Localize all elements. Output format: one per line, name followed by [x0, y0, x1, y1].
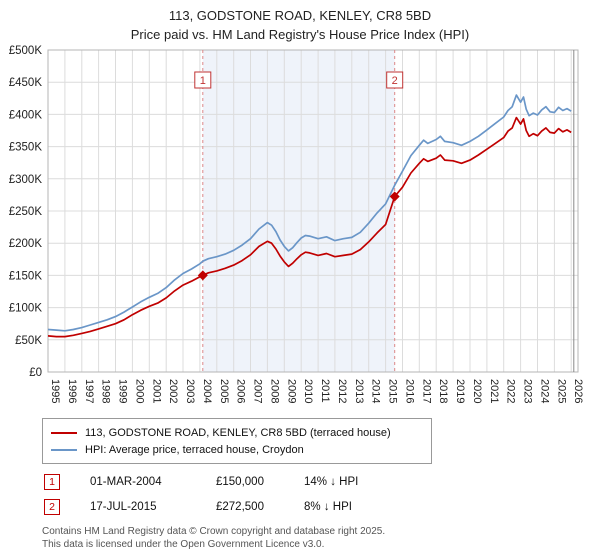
svg-text:2016: 2016 — [404, 379, 416, 403]
sale-2-hpi-diff: 8% ↓ HPI — [304, 501, 352, 513]
price-chart: £0 £50K £100K £150K £200K £250K £300K £350K £400… — [9, 45, 584, 403]
sale-1-number-badge: 1 — [44, 474, 60, 490]
y-axis-labels: £0 £50K £100K £150K £200K £250K £300K £350K £400… — [9, 45, 43, 379]
footer-line2: This data is licensed under the Open Gov… — [42, 539, 325, 550]
svg-text:2022: 2022 — [505, 379, 517, 403]
sale-2-number-badge: 2 — [44, 499, 60, 515]
svg-text:2025: 2025 — [555, 379, 567, 403]
svg-text:2004: 2004 — [201, 379, 213, 403]
x-axis-labels: 1995 1996 1997 1998 1999 2000 2001 2002 2003 2004… — [49, 379, 584, 403]
svg-text:2012: 2012 — [336, 379, 348, 403]
footer-line1: Contains HM Land Registry data © Crown c… — [42, 526, 386, 537]
svg-text:1998: 1998 — [100, 379, 112, 403]
sale-2-flag: 2 — [386, 71, 404, 89]
sale-2-marker — [389, 191, 400, 202]
svg-text:2019: 2019 — [454, 379, 466, 403]
svg-text:2006: 2006 — [235, 379, 247, 403]
sale-1-price: £150,000 — [216, 476, 264, 488]
sale-row-1: 1 01-MAR-2004 £150,000 14% ↓ HPI — [44, 474, 600, 490]
svg-text:2026: 2026 — [572, 379, 584, 403]
svg-text:2017: 2017 — [420, 379, 432, 403]
sale-1-marker — [197, 270, 208, 281]
legend-item-hpi: HPI: Average price, terraced house, Croy… — [51, 441, 423, 458]
svg-text:1996: 1996 — [66, 379, 78, 403]
svg-text:2011: 2011 — [319, 379, 331, 403]
svg-text:2018: 2018 — [437, 379, 449, 403]
legend-label-hpi: HPI: Average price, terraced house, Croy… — [85, 443, 304, 456]
svg-text:£450K: £450K — [9, 77, 43, 89]
svg-text:£50K: £50K — [15, 335, 42, 347]
svg-text:2020: 2020 — [471, 379, 483, 403]
svg-text:1999: 1999 — [117, 379, 129, 403]
svg-text:2008: 2008 — [268, 379, 280, 403]
svg-text:£500K: £500K — [9, 45, 43, 57]
svg-text:2014: 2014 — [370, 379, 382, 403]
legend-item-property: 113, GODSTONE ROAD, KENLEY, CR8 5BD (ter… — [51, 424, 423, 441]
svg-text:2007: 2007 — [252, 379, 264, 403]
property-price-line — [47, 116, 572, 338]
chart-title: 113, GODSTONE ROAD, KENLEY, CR8 5BD — [168, 8, 432, 23]
svg-text:£250K: £250K — [9, 206, 43, 218]
property-line-swatch — [51, 431, 77, 434]
svg-text:£400K: £400K — [9, 109, 43, 121]
chart-subtitle: Price paid vs. HM Land Registry's House … — [130, 27, 470, 42]
svg-text:2010: 2010 — [302, 379, 314, 403]
sale-2-price: £272,500 — [216, 501, 264, 513]
hpi-line — [47, 94, 572, 332]
legend: 113, GODSTONE ROAD, KENLEY, CR8 5BD (ter… — [42, 418, 432, 464]
svg-text:2024: 2024 — [539, 379, 551, 403]
svg-text:2000: 2000 — [133, 379, 145, 403]
sale-1-hpi-diff: 14% ↓ HPI — [304, 476, 359, 488]
svg-text:2015: 2015 — [387, 379, 399, 403]
svg-text:£100K: £100K — [9, 303, 43, 315]
plot-border — [47, 49, 579, 373]
footer: Contains HM Land Registry data © Crown c… — [42, 525, 600, 551]
svg-text:2021: 2021 — [488, 379, 500, 403]
sale-1-date: 01-MAR-2004 — [90, 476, 162, 488]
svg-text:2005: 2005 — [218, 379, 230, 403]
sale-row-2: 2 17-JUL-2015 £272,500 8% ↓ HPI — [44, 499, 600, 515]
sale-1-flag: 1 — [194, 71, 212, 89]
sale-2-date: 17-JUL-2015 — [90, 501, 157, 513]
svg-text:£350K: £350K — [9, 142, 43, 154]
svg-text:£200K: £200K — [9, 238, 43, 250]
svg-text:£150K: £150K — [9, 270, 43, 282]
svg-text:£0: £0 — [29, 367, 42, 379]
hpi-line-swatch — [51, 448, 77, 451]
svg-text:2002: 2002 — [167, 379, 179, 403]
svg-text:2013: 2013 — [353, 379, 365, 403]
svg-text:1997: 1997 — [83, 379, 95, 403]
legend-label-property: 113, GODSTONE ROAD, KENLEY, CR8 5BD (ter… — [85, 426, 391, 439]
svg-text:2001: 2001 — [150, 379, 162, 403]
svg-text:2: 2 — [392, 75, 398, 87]
svg-text:2009: 2009 — [285, 379, 297, 403]
svg-text:2023: 2023 — [522, 379, 534, 403]
svg-text:1995: 1995 — [49, 379, 61, 403]
svg-text:1: 1 — [200, 75, 206, 87]
svg-text:£300K: £300K — [9, 174, 43, 186]
svg-text:2003: 2003 — [184, 379, 196, 403]
